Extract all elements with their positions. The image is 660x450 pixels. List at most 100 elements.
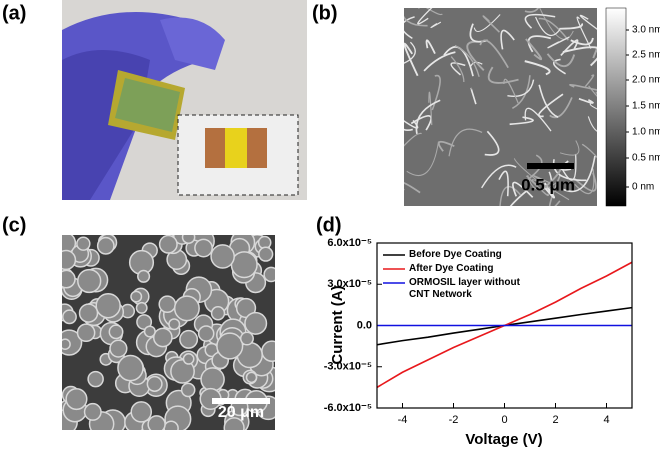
grain (170, 358, 195, 384)
fiber (588, 85, 597, 98)
grain (239, 331, 254, 346)
fiber (425, 39, 436, 55)
grain (76, 323, 96, 343)
grain (146, 375, 163, 392)
colorbar-label: 1.5 nm (632, 101, 660, 112)
y-tick-label: -6.0x10⁻⁵ (324, 402, 372, 414)
grain (62, 249, 77, 271)
fiber (507, 79, 535, 98)
panel-label: (c) (2, 214, 26, 236)
grain (182, 353, 195, 365)
fiber (404, 42, 419, 77)
fiber (547, 36, 570, 49)
fiber (538, 84, 559, 118)
grain (130, 290, 143, 303)
grain (245, 371, 258, 384)
grain (152, 327, 173, 348)
fiber (511, 75, 531, 110)
fiber (404, 119, 419, 129)
sem-texture (62, 235, 275, 430)
fiber (404, 16, 415, 40)
grain (244, 311, 268, 335)
fiber (570, 37, 594, 46)
fiber (418, 8, 420, 9)
fiber (404, 15, 428, 27)
fiber (524, 107, 552, 132)
fiber (487, 66, 519, 84)
fiber (553, 58, 566, 75)
panel-label: (b) (312, 2, 338, 24)
x-tick-label: 0 (501, 414, 507, 426)
afm-texture (404, 8, 597, 206)
grain (83, 402, 102, 421)
fiber (417, 8, 433, 25)
grain (158, 295, 177, 314)
grain (197, 325, 215, 342)
fiber (410, 115, 432, 131)
fiber (404, 182, 421, 194)
fiber (569, 83, 597, 91)
fiber (535, 16, 561, 37)
fiber (552, 159, 587, 182)
fiber (584, 74, 595, 87)
fiber (549, 97, 573, 119)
fiber (450, 62, 466, 76)
fiber (473, 14, 501, 32)
fiber (404, 128, 413, 132)
grain (135, 301, 148, 314)
fiber (503, 78, 519, 104)
fiber (404, 41, 416, 64)
fiber (484, 130, 500, 156)
grain (76, 236, 91, 251)
scale-bar-label: 20 μm (218, 404, 264, 421)
grain (137, 269, 151, 283)
fiber (526, 175, 549, 197)
fiber (498, 170, 509, 197)
grain (136, 314, 153, 331)
y-tick-label: 6.0x10⁻⁵ (327, 237, 372, 249)
fiber (481, 164, 517, 189)
grain (96, 236, 115, 255)
x-tick-label: 2 (552, 414, 558, 426)
fiber (524, 8, 540, 13)
fiber (589, 101, 597, 110)
fiber (406, 141, 440, 176)
fiber (546, 53, 576, 68)
colorbar-label: 0.5 nm (632, 153, 660, 164)
fiber (527, 35, 552, 53)
colorbar-label: 2.0 nm (632, 75, 660, 86)
grain (109, 339, 128, 358)
x-tick-label: 4 (603, 414, 609, 426)
grain (210, 244, 235, 269)
colorbar-label: 1.0 nm (632, 127, 660, 138)
fiber (559, 23, 584, 30)
fiber (454, 44, 480, 77)
colorbar-label: 3.0 nm (632, 25, 660, 36)
legend-label: ORMOSIL layer without CNT Network (409, 277, 520, 300)
scale-bar (212, 398, 270, 404)
fiber (428, 91, 433, 126)
fiber (559, 140, 580, 156)
photo-a (62, 0, 307, 200)
fiber (479, 39, 509, 69)
y-axis-title: Current (A) (329, 285, 346, 364)
fiber (404, 132, 422, 147)
fiber (425, 8, 443, 16)
legend-label: After Dye Coating (409, 263, 494, 274)
grain (258, 246, 274, 262)
grain (173, 295, 200, 322)
grain (95, 293, 121, 319)
fiber (509, 116, 534, 126)
fiber (431, 74, 441, 111)
fiber (512, 181, 534, 198)
grain (181, 235, 196, 244)
x-tick-label: -2 (449, 414, 459, 426)
fiber (548, 174, 562, 206)
grain (200, 367, 225, 392)
fiber (423, 51, 456, 72)
fiber (509, 189, 528, 206)
fiber (448, 128, 483, 157)
colorbar-label: 2.5 nm (632, 50, 660, 61)
fiber (538, 17, 569, 41)
y-tick-label: -3.0x10⁻⁵ (324, 361, 372, 373)
